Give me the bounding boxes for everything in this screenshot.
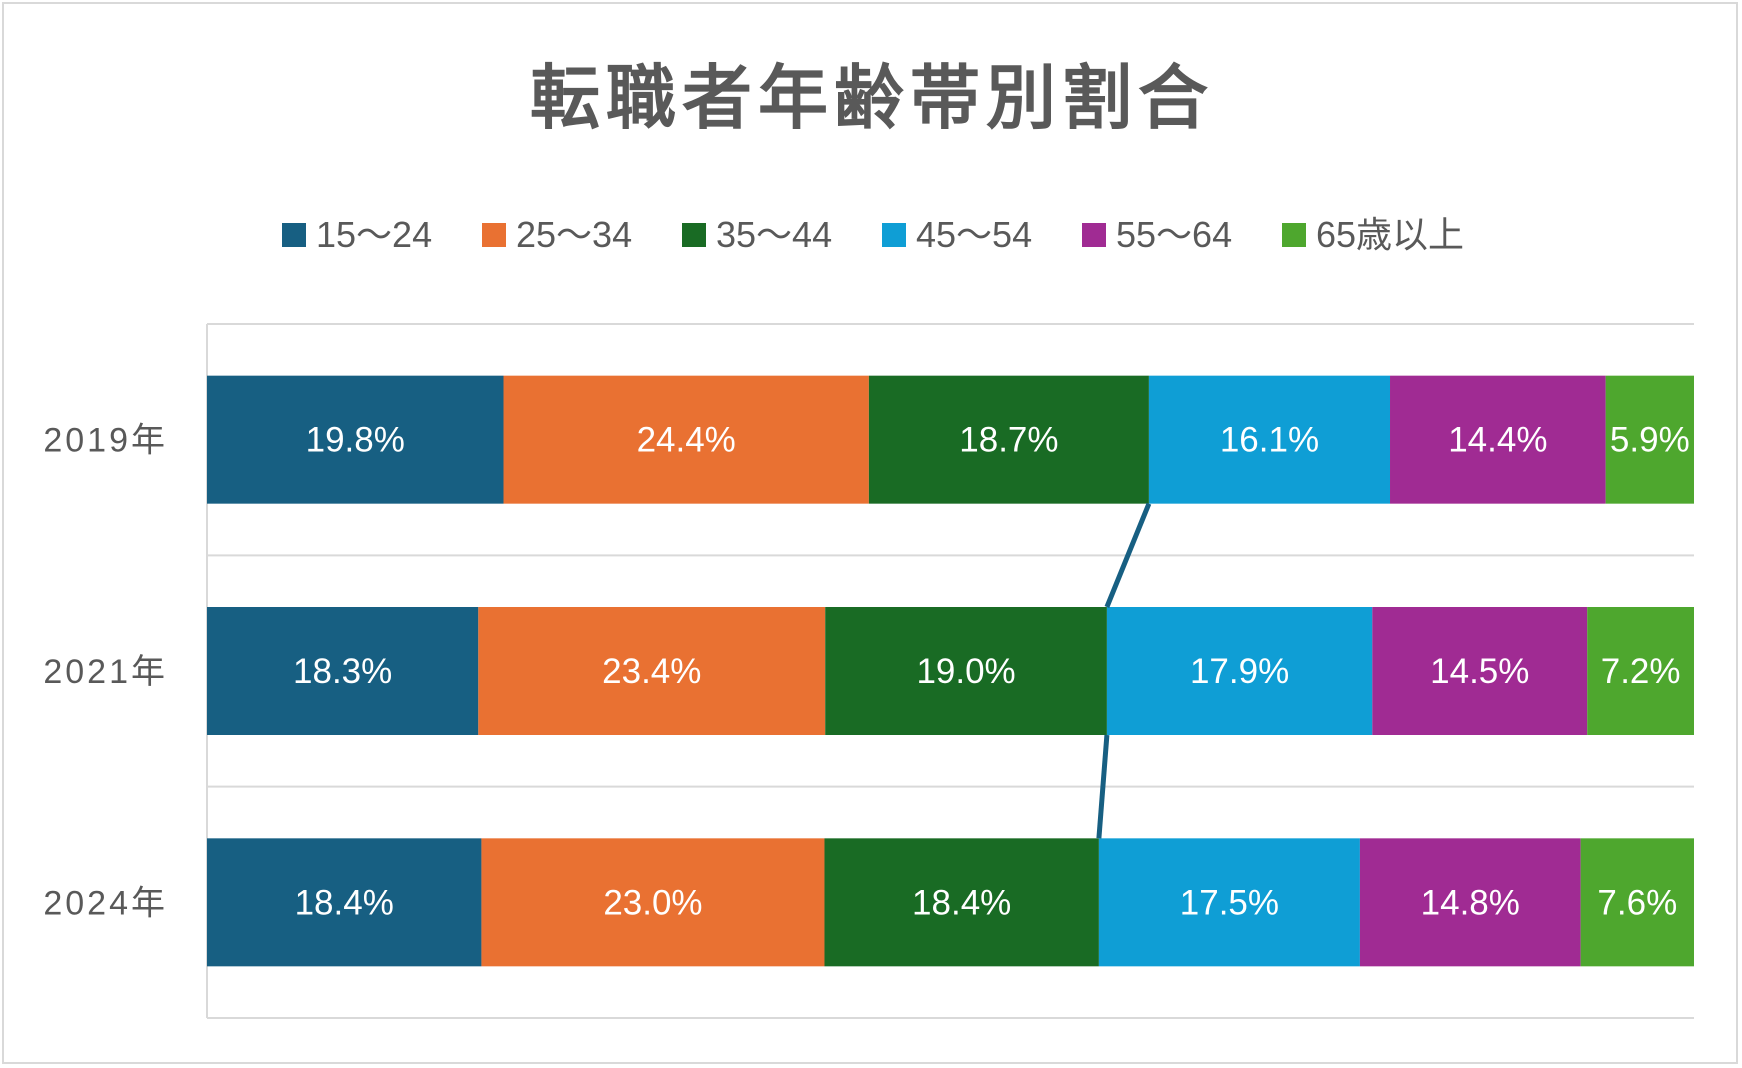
bar-segment [1605,375,1694,504]
category-label: 2021年 [43,653,168,691]
data-label: 7.6% [1597,883,1677,922]
category-label: 2024年 [43,884,168,922]
bar-segment [1106,607,1373,735]
data-label: 7.2% [1601,652,1681,691]
data-label: 19.8% [306,421,405,460]
bar-segment [1359,838,1581,967]
bar-segment [825,607,1107,735]
data-label: 17.5% [1180,883,1279,922]
series-line [1096,734,1110,839]
data-label: 23.4% [602,652,701,691]
bar-segment [824,838,1099,967]
bars: 19.8% 24.4% 18.7% 16.1% 14.4% 5.9% 18.3% 23.4% 1… [207,375,1694,967]
data-label: 18.4% [912,883,1011,922]
chart-title: 転職者年齢帯別割合 [530,57,1214,139]
legend-swatch [282,223,306,247]
legend: 15～24 25～34 35～44 45～54 55～64 65歳以上 [282,214,1464,255]
bar-segment [207,375,504,504]
bar-segment [1587,607,1694,735]
data-label: 18.3% [293,652,392,691]
legend-swatch [1282,223,1306,247]
legend-swatch [482,223,506,247]
legend-label: 15～24 [316,214,432,255]
bar-segment [1098,838,1360,967]
bar-segment [478,607,826,735]
data-label: 17.9% [1190,652,1289,691]
bar-segment [503,375,869,504]
data-label: 14.5% [1430,652,1529,691]
series-line [1104,502,1152,608]
y-axis-labels: 2019年 2021年 2024年 [43,422,168,923]
bar-segment [207,838,482,967]
bar-segment [207,607,479,735]
category-label: 2019年 [43,422,168,460]
legend-label: 55～64 [1116,214,1232,255]
data-label: 23.0% [603,883,702,922]
data-label: 18.4% [295,883,394,922]
legend-swatch [682,223,706,247]
legend-label: 65歳以上 [1316,214,1464,255]
legend-label: 45～54 [916,214,1032,255]
bar-segment [1372,607,1588,735]
bar-segment [1580,838,1694,967]
data-label: 18.7% [959,421,1058,460]
data-label: 5.9% [1610,421,1690,460]
data-label: 14.8% [1421,883,1520,922]
data-label: 19.0% [916,652,1015,691]
data-label: 16.1% [1220,421,1319,460]
bar-segment [868,375,1149,504]
legend-label: 25～34 [516,214,632,255]
chart: 転職者年齢帯別割合 15～24 25～34 35～44 45～54 55～64 65歳以上… [43,57,1694,1019]
series-lines [1096,502,1152,839]
bar-segment [1148,375,1391,504]
data-label: 24.4% [637,421,736,460]
bar-segment [481,838,825,967]
bar-segment [1390,375,1606,504]
data-label: 14.4% [1448,421,1547,460]
legend-label: 35～44 [716,214,832,255]
legend-swatch [882,223,906,247]
legend-swatch [1082,223,1106,247]
